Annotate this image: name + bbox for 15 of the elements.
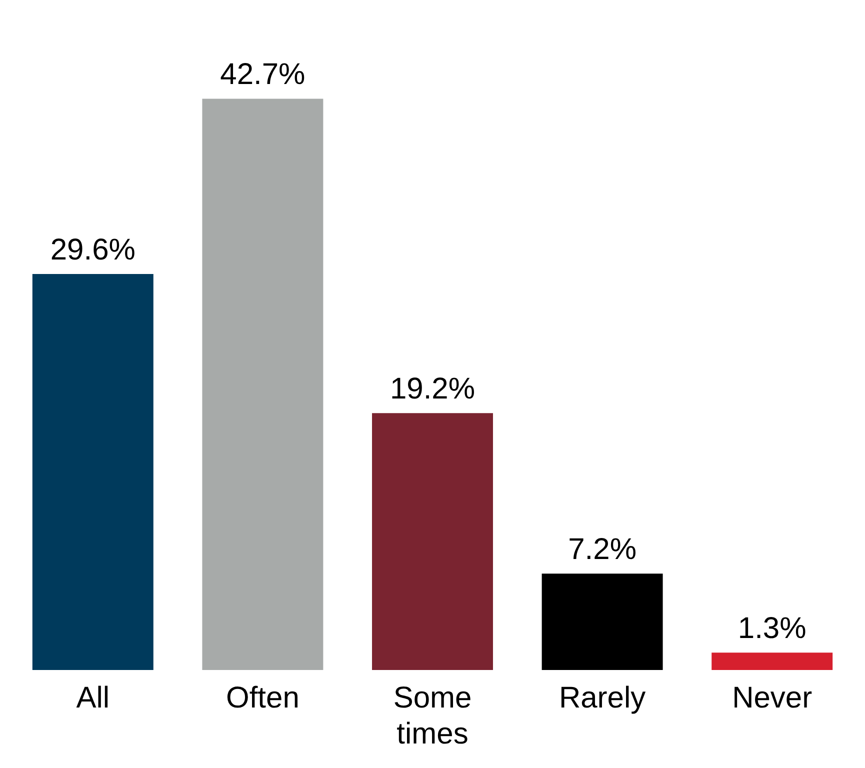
x-tick-label: Some times [393,681,472,750]
bar [372,413,493,670]
data-label: 29.6% [50,233,136,266]
x-tick-label: Rarely [558,681,646,714]
data-label: 42.7% [220,58,306,92]
x-tick-label: All [76,681,110,714]
x-tick-label: Never [732,681,812,714]
bar [712,652,833,670]
bar [542,574,663,670]
data-label: 1.3% [738,612,806,645]
x-tick-label: Often [226,681,300,714]
bar [202,98,324,670]
data-label: 19.2% [390,372,476,406]
bar [32,274,154,670]
data-label: 7.2% [568,532,636,566]
